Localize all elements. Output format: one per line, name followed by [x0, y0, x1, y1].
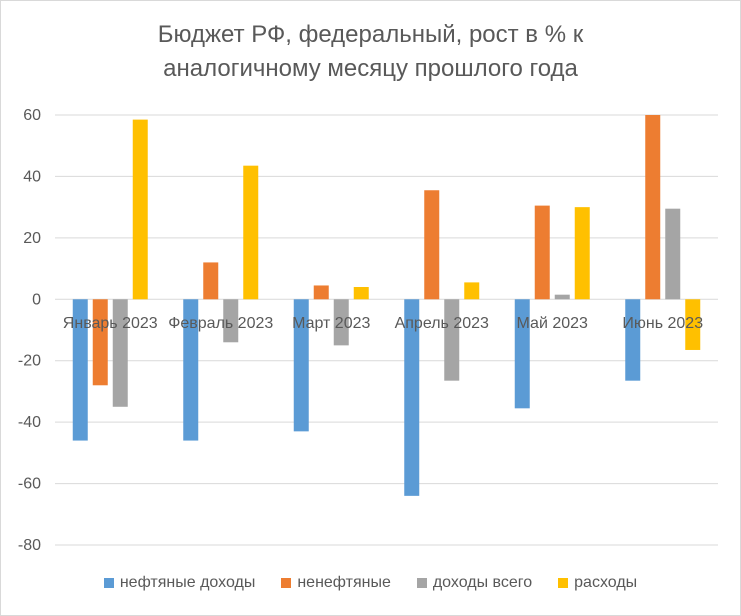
bar [665, 208, 681, 300]
legend-swatch-oil-revenue [103, 578, 114, 588]
y-tick-label: 0 [32, 291, 41, 308]
bar [514, 299, 530, 409]
bar [183, 299, 199, 441]
bar [313, 285, 329, 300]
chart-title-line-1: Бюджет РФ, федеральный, рост в % к [157, 21, 584, 48]
legend-label-total-revenue: доходы всего [432, 574, 533, 591]
bar [223, 299, 239, 343]
legend-item-total-revenue: доходы всего [416, 574, 533, 592]
chart-title-line-2: аналогичному месяцу прошлого года [163, 55, 578, 82]
legend: нефтяные доходы ненефтяные доходы всего … [0, 574, 741, 592]
bar [554, 294, 570, 300]
x-tick-label: Май 2023 [517, 315, 588, 332]
bar [404, 299, 420, 496]
bar [333, 299, 349, 346]
bar [534, 205, 550, 300]
legend-item-non-oil-revenue: ненефтяные [281, 574, 391, 592]
chart-title: Бюджет РФ, федеральный, рост в % к анало… [0, 18, 741, 86]
bar [92, 299, 108, 386]
x-tick-label: Июнь 2023 [622, 315, 703, 332]
x-tick-label: Февраль 2023 [168, 315, 273, 332]
legend-item-expenditures: расходы [558, 574, 637, 592]
legend-label-non-oil-revenue: ненефтяные [297, 574, 391, 591]
y-tick-label: -80 [18, 537, 41, 554]
bar [685, 299, 701, 350]
legend-swatch-total-revenue [416, 578, 427, 588]
bar [464, 282, 480, 300]
y-tick-label: 20 [23, 230, 41, 247]
x-tick-label: Январь 2023 [63, 315, 158, 332]
legend-swatch-non-oil-revenue [281, 578, 292, 588]
bar [72, 299, 88, 441]
bar [293, 299, 309, 432]
y-tick-label: -20 [18, 353, 41, 370]
legend-item-oil-revenue: нефтяные доходы [103, 574, 256, 592]
y-tick-label: 60 [23, 107, 41, 124]
bar [203, 262, 219, 300]
y-tick-label: -40 [18, 414, 41, 431]
y-tick-label: 40 [23, 168, 41, 185]
y-tick-label: -60 [18, 476, 41, 493]
bar [243, 165, 259, 300]
bar [574, 207, 590, 300]
bar [353, 287, 369, 300]
bar [444, 299, 460, 381]
legend-label-oil-revenue: нефтяные доходы [119, 574, 256, 591]
x-tick-label: Март 2023 [292, 315, 370, 332]
bar [132, 119, 148, 300]
legend-label-expenditures: расходы [574, 574, 638, 591]
legend-swatch-expenditures [558, 578, 569, 588]
bar [625, 299, 641, 381]
x-tick-label: Апрель 2023 [395, 315, 489, 332]
bar [645, 115, 661, 300]
bar [112, 299, 128, 407]
bar [424, 190, 440, 300]
